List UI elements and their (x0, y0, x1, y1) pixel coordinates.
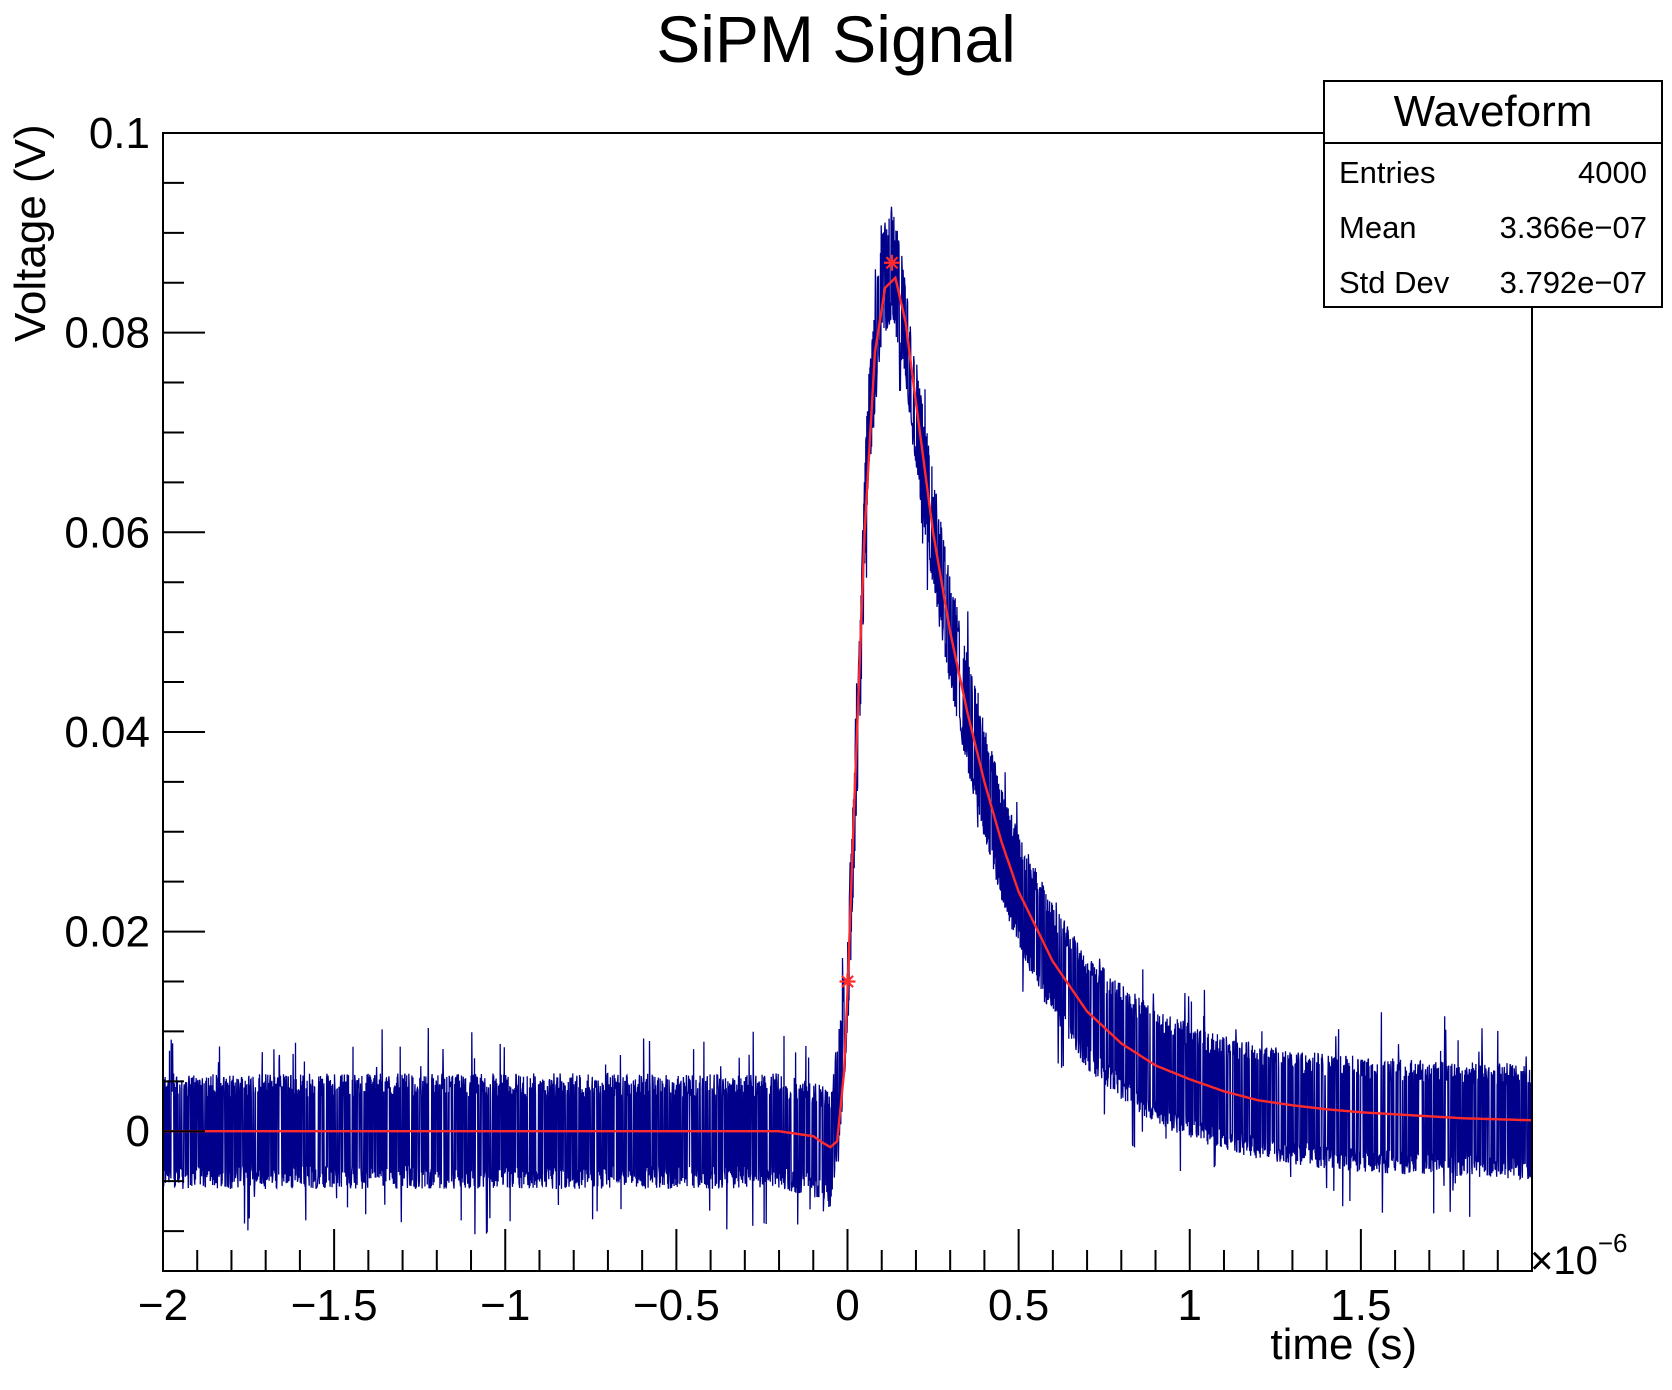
data-layer (163, 206, 1532, 1235)
x-exponent-power: −6 (1597, 1228, 1628, 1258)
x-tick-label: −0.5 (633, 1281, 720, 1330)
stats-label: Entries (1339, 155, 1436, 190)
x-axis-exponent: ×10−6 (1530, 1228, 1628, 1284)
chart-title: SiPM Signal (656, 2, 1016, 76)
stats-label: Std Dev (1339, 265, 1450, 300)
x-tick-label: 1.5 (1330, 1281, 1391, 1330)
stats-value: 3.792e−07 (1499, 265, 1647, 300)
stats-row-stddev: Std Dev 3.792e−07 (1325, 254, 1661, 309)
stats-row-entries: Entries 4000 (1325, 144, 1661, 199)
stats-row-mean: Mean 3.366e−07 (1325, 199, 1661, 254)
series-fit-line (163, 275, 1532, 1149)
y-tick-label: 0.02 (64, 908, 150, 957)
y-tick-label: 0.08 (64, 309, 150, 358)
axes-layer: −2 −1.5 −1 −0.5 0 0.5 1 1.5 0 0.02 0.04 0.06 0.08 0.1 (64, 109, 1533, 1330)
x-tick-label: −2 (138, 1281, 188, 1330)
x-tick-label: 1 (1178, 1281, 1202, 1330)
stats-value: 3.366e−07 (1499, 210, 1647, 245)
fit-marker-stroke (885, 256, 899, 270)
fit-marker-stroke (841, 975, 854, 988)
fit-marker (883, 254, 900, 271)
x-tick-label: 0 (835, 1281, 859, 1330)
x-axis-label: time (s) (1270, 1320, 1417, 1369)
x-tick-label: 0.5 (988, 1281, 1049, 1330)
stats-label: Mean (1339, 210, 1417, 245)
stats-box: Waveform Entries 4000 Mean 3.366e−07 Std… (1323, 80, 1663, 308)
y-tick-label: 0.1 (89, 109, 150, 158)
fit-marker (839, 973, 856, 990)
x-tick-label: −1 (480, 1281, 530, 1330)
stats-title: Waveform (1325, 82, 1661, 144)
y-tick-label: 0.06 (64, 508, 150, 557)
stats-value: 4000 (1578, 155, 1647, 190)
y-tick-label: 0 (126, 1107, 150, 1156)
x-tick-label: −1.5 (291, 1281, 378, 1330)
series-waveform-line (163, 206, 1532, 1235)
x-exponent-base: ×10 (1530, 1239, 1598, 1283)
y-tick-label: 0.04 (64, 708, 150, 757)
